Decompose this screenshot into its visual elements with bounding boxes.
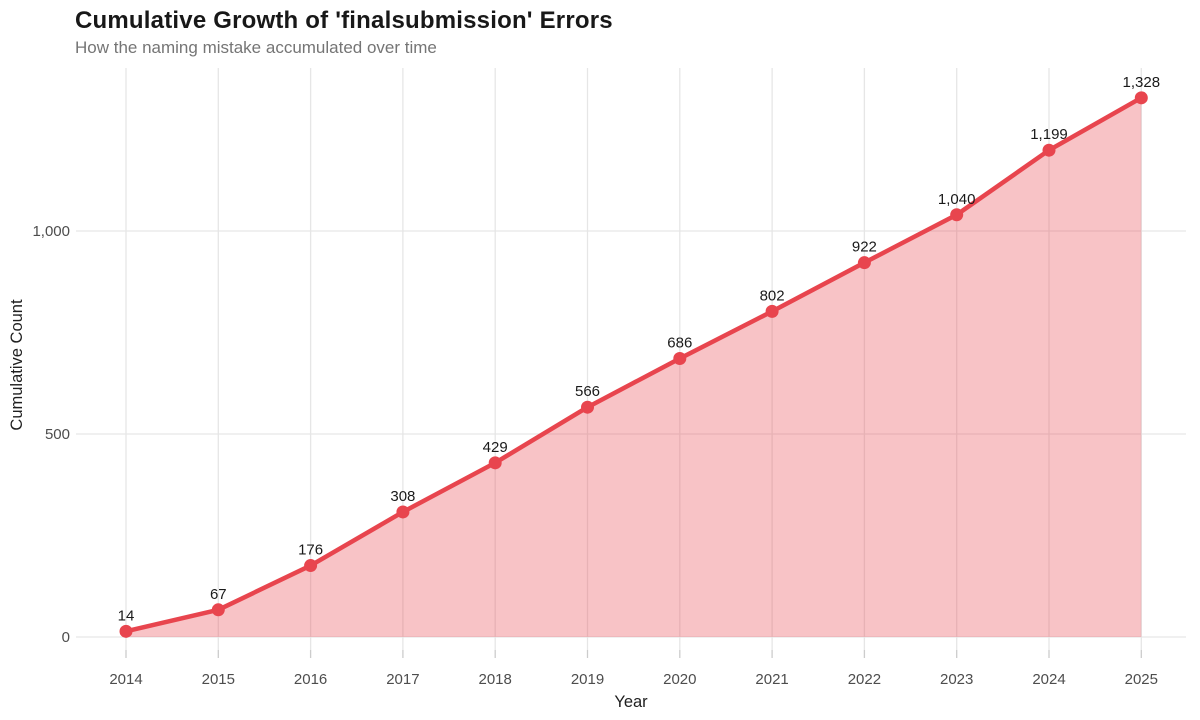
x-tick-label: 2018 bbox=[479, 671, 512, 688]
chart-subtitle: How the naming mistake accumulated over … bbox=[75, 38, 437, 57]
data-point-label: 429 bbox=[483, 439, 508, 456]
x-tick-label: 2020 bbox=[663, 671, 696, 688]
x-tick-label: 2014 bbox=[109, 671, 142, 688]
x-tick-label: 2023 bbox=[940, 671, 973, 688]
data-point-label: 922 bbox=[852, 239, 877, 256]
y-tick-label: 1,000 bbox=[32, 223, 70, 240]
data-point bbox=[119, 624, 133, 638]
x-axis-title: Year bbox=[614, 693, 648, 711]
data-point-label: 1,328 bbox=[1123, 74, 1161, 91]
data-point bbox=[304, 559, 318, 573]
data-point bbox=[857, 256, 871, 270]
data-point bbox=[1042, 143, 1056, 157]
x-tick-label: 2025 bbox=[1125, 671, 1158, 688]
data-point bbox=[211, 603, 225, 617]
data-point bbox=[396, 505, 410, 519]
data-point-label: 176 bbox=[298, 542, 323, 559]
chart-title: Cumulative Growth of 'finalsubmission' E… bbox=[75, 7, 613, 34]
data-point bbox=[581, 400, 594, 414]
data-point bbox=[1134, 91, 1148, 105]
x-tick-label: 2015 bbox=[202, 671, 235, 688]
data-point-label: 566 bbox=[575, 383, 600, 400]
data-point-label: 802 bbox=[760, 287, 785, 304]
data-point-label: 308 bbox=[390, 488, 415, 505]
x-tick-label: 2024 bbox=[1032, 671, 1065, 688]
data-point-label: 1,199 bbox=[1030, 126, 1068, 143]
data-point bbox=[488, 456, 502, 470]
area-fill bbox=[126, 97, 1142, 637]
data-point bbox=[673, 351, 687, 365]
x-tick-label: 2022 bbox=[848, 671, 881, 688]
x-tick-label: 2016 bbox=[294, 671, 327, 688]
data-point-label: 67 bbox=[210, 586, 227, 603]
y-tick-label: 500 bbox=[45, 426, 70, 443]
data-point-label: 1,040 bbox=[938, 191, 976, 208]
data-point-label: 14 bbox=[118, 607, 135, 624]
trend-line bbox=[123, 95, 1144, 634]
x-tick-label: 2021 bbox=[755, 671, 788, 688]
y-axis-title: Cumulative Count bbox=[8, 299, 26, 431]
data-point-label: 686 bbox=[667, 334, 692, 351]
y-tick-label: 0 bbox=[62, 629, 70, 646]
data-point bbox=[765, 304, 779, 318]
data-point bbox=[950, 208, 964, 222]
x-tick-label: 2019 bbox=[571, 671, 604, 688]
x-tick-label: 2017 bbox=[386, 671, 419, 688]
